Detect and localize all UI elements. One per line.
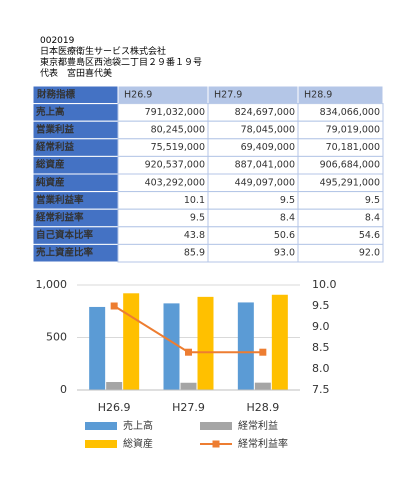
- y2-tick-label: 8.5: [312, 341, 330, 354]
- legend-swatch: [85, 440, 117, 448]
- y-tick-label: 500: [46, 331, 67, 344]
- cell-value: 449,097,000: [235, 177, 295, 188]
- bar: [237, 302, 254, 390]
- cell-value: 834,066,000: [320, 107, 380, 118]
- row-header: 経常利益: [36, 141, 75, 153]
- bar: [197, 296, 214, 390]
- row-header: 総資産: [36, 159, 65, 171]
- bar: [180, 382, 197, 390]
- cell-value: 824,697,000: [235, 107, 295, 118]
- row-header: 売上資産比率: [36, 247, 94, 259]
- column-header: 財務指標: [36, 88, 76, 100]
- legend-label: 経常利益: [238, 419, 278, 432]
- x-tick-label: H26.9: [98, 401, 131, 414]
- cell-value: 79,019,000: [326, 125, 380, 136]
- cell-value: 8.4: [280, 213, 295, 224]
- y-tick-label: 0: [60, 383, 67, 396]
- cell-value: 54.6: [359, 230, 380, 241]
- legend-label: 総資産: [123, 437, 153, 450]
- cell-value: 906,684,000: [320, 160, 380, 171]
- row-header: 売上高: [36, 106, 65, 118]
- row-header: 営業利益: [36, 124, 75, 136]
- cell-value: 85.9: [184, 248, 205, 259]
- row-header: 経常利益率: [36, 212, 84, 224]
- cell-value: 93.0: [274, 248, 295, 259]
- bar: [163, 303, 180, 390]
- line-marker: [110, 302, 118, 310]
- legend-swatch: [200, 422, 232, 430]
- y2-tick-label: 9.0: [312, 320, 330, 333]
- bar: [123, 293, 140, 390]
- line-marker: [259, 348, 267, 356]
- address: 東京都豊島区西池袋二丁目２９番１９号: [40, 58, 203, 68]
- column-header: H28.9: [304, 89, 332, 100]
- column-header: H27.9: [214, 89, 242, 100]
- column-header: H26.9: [124, 89, 152, 100]
- y2-tick-label: 9.5: [312, 299, 330, 312]
- bar: [254, 382, 271, 390]
- legend-label: 経常利益率: [238, 437, 288, 450]
- row-header: 純資産: [36, 176, 65, 188]
- cell-value: 43.8: [184, 230, 205, 241]
- cell-value: 9.5: [280, 195, 295, 206]
- cell-value: 69,409,000: [241, 142, 295, 153]
- cell-value: 78,045,000: [241, 125, 295, 136]
- line-marker: [185, 348, 192, 356]
- cell-value: 9.5: [190, 213, 205, 224]
- representative: 代表 宮田喜代美: [40, 69, 113, 79]
- legend-swatch: [85, 422, 117, 430]
- cell-value: 50.6: [274, 230, 295, 241]
- bar: [106, 382, 123, 390]
- code: 002019: [40, 36, 75, 46]
- cell-value: 403,292,000: [145, 177, 205, 188]
- cell-value: 75,519,000: [151, 142, 205, 153]
- y2-tick-label: 7.5: [312, 383, 330, 396]
- legend-marker: [212, 440, 220, 448]
- company: 日本医療衛生サービス株式会社: [40, 47, 167, 57]
- cell-value: 495,291,000: [320, 177, 380, 188]
- bar: [271, 294, 288, 390]
- y2-tick-label: 10.0: [312, 278, 337, 291]
- cell-value: 9.5: [365, 195, 380, 206]
- bar: [89, 306, 106, 390]
- cell-value: 887,041,000: [235, 160, 295, 171]
- row-header: 自己資本比率: [36, 229, 94, 241]
- row-header: 営業利益率: [36, 194, 84, 206]
- y2-tick-label: 8.0: [312, 362, 330, 375]
- cell-value: 791,032,000: [145, 107, 205, 118]
- cell-value: 8.4: [365, 213, 380, 224]
- cell-value: 80,245,000: [151, 125, 205, 136]
- cell-value: 70,181,000: [326, 142, 380, 153]
- cell-value: 920,537,000: [145, 160, 205, 171]
- y-tick-label: 1,000: [36, 278, 68, 291]
- cell: [297, 243, 384, 263]
- x-tick-label: H27.9: [172, 401, 205, 414]
- x-tick-label: H28.9: [246, 401, 279, 414]
- cell-value: 92.0: [359, 248, 380, 259]
- legend-label: 売上高: [123, 419, 153, 432]
- cell-value: 10.1: [184, 195, 205, 206]
